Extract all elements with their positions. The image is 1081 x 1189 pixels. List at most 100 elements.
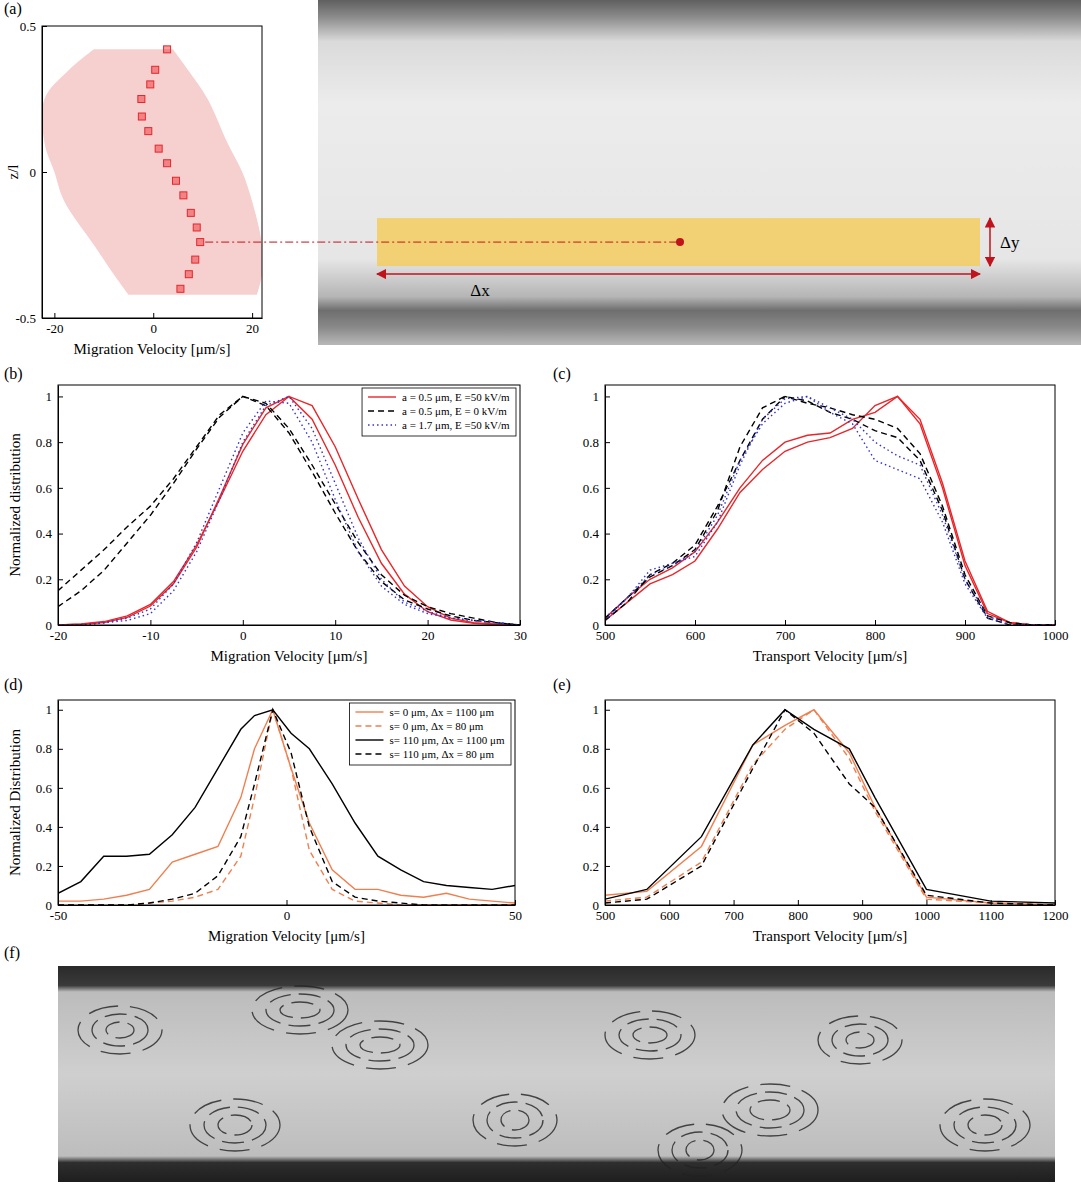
streamlines (78, 986, 1030, 1176)
x-axis-tick: -20 (46, 313, 63, 336)
y-axis: 00.20.40.60.81 (583, 701, 610, 913)
y-axis-tick-mark (605, 749, 610, 750)
legend-swatch (355, 725, 383, 726)
plot-frame (58, 385, 520, 625)
x-axis-tick-label: 0 (240, 628, 247, 643)
y-axis-tick: 0.6 (583, 781, 610, 796)
x-axis-tick: 10 (329, 620, 342, 643)
series-line (58, 710, 515, 903)
x-axis-tick-mark (991, 900, 992, 905)
y-axis-tick: 0.2 (583, 572, 610, 587)
x-axis-tick-label: 900 (956, 628, 976, 643)
x-axis-tick: 700 (776, 620, 796, 643)
x-axis-tick: 700 (724, 900, 744, 923)
marker (197, 239, 204, 246)
x-axis-tick: 0 (150, 313, 157, 336)
x-axis-tick-label: 800 (789, 908, 809, 923)
y-axis-tick-label: 0 (46, 618, 53, 633)
y-axis-tick-mark (605, 788, 610, 789)
series-line (605, 710, 1055, 905)
x-axis-tick-mark (669, 900, 670, 905)
x-axis-title: Migration Velocity [μm/s] (211, 648, 368, 664)
y-axis-tick: 0.8 (36, 741, 63, 756)
streamline (658, 1124, 742, 1176)
panel: -5005000.20.40.60.81Migration Velocity [… (7, 700, 522, 944)
y-axis-tick-label: 0 (593, 618, 600, 633)
streamline (686, 1140, 714, 1160)
x-axis-tick-label: 1200 (1043, 908, 1069, 923)
series-line (605, 396, 1055, 625)
y-axis-tick-label: 0.4 (583, 820, 600, 835)
panel-label: (f) (4, 944, 20, 962)
y-axis-tick-mark (605, 534, 610, 535)
series-line (605, 396, 1055, 625)
x-axis-tick-mark (785, 620, 786, 625)
x-axis-tick: 0 (240, 620, 247, 643)
y-axis: 00.20.40.60.81 (583, 386, 610, 633)
x-axis: -20-100102030 (50, 620, 527, 643)
y-axis-tick-label: 1 (593, 389, 600, 404)
plot-area (58, 710, 515, 905)
plot-area (58, 396, 520, 625)
y-axis-tick-mark (605, 579, 610, 580)
series-line (605, 710, 1055, 905)
photo-background (318, 0, 1081, 345)
legend-label: a = 0.5 μm, E = 0 kV/m (402, 405, 507, 417)
legend-swatch (368, 396, 396, 397)
x-axis-tick-mark (734, 900, 735, 905)
photo-background (58, 966, 1055, 1182)
y-axis-tick: 0.6 (583, 481, 610, 496)
streamline (633, 1027, 667, 1043)
y-axis-tick-mark (58, 579, 63, 580)
y-axis-tick: 0.4 (583, 820, 610, 835)
y-axis-tick-label: 0 (30, 165, 37, 180)
series-line (605, 396, 1055, 625)
x-axis-tick-label: 700 (776, 628, 796, 643)
y-axis-tick-mark (605, 442, 610, 443)
legend-label: s= 0 μm, Δx = 1100 μm (389, 706, 494, 718)
y-axis-tick: 0 (30, 165, 48, 180)
y-axis-tick: 0.2 (36, 572, 63, 587)
panel-label: (c) (553, 365, 571, 383)
streamline (332, 1021, 428, 1069)
y-axis-tick: 0.2 (583, 859, 610, 874)
marker (147, 81, 154, 88)
y-axis-tick: 0.8 (583, 435, 610, 450)
x-axis-tick: 900 (853, 900, 873, 923)
legend: a = 0.5 μm, E =50 kV/ma = 0.5 μm, E = 0 … (362, 388, 516, 436)
marker (138, 113, 145, 120)
legend-swatch (355, 753, 383, 754)
x-axis-tick: 600 (686, 620, 706, 643)
y-axis-tick-label: -0.5 (15, 311, 36, 326)
legend: s= 0 μm, Δx = 1100 μms= 0 μm, Δx = 80 μm… (349, 703, 511, 765)
y-axis-tick-mark (58, 442, 63, 443)
x-axis-tick-label: -20 (50, 628, 67, 643)
x-axis-tick: 1000 (914, 900, 940, 923)
x-axis-tick-mark (965, 620, 966, 625)
y-axis-tick: 1 (46, 389, 64, 404)
marker (152, 66, 159, 73)
plot-frame (605, 700, 1055, 905)
y-axis-tick-mark (605, 488, 610, 489)
connector (205, 242, 680, 243)
legend-label: s= 110 μm, Δx = 1100 μm (389, 734, 505, 746)
y-axis-tick: 0.4 (36, 526, 63, 541)
y-axis-tick-label: 0.6 (36, 781, 53, 796)
x-axis-tick: 600 (660, 900, 680, 923)
y-axis-tick: 0.6 (36, 781, 63, 796)
x-axis: -50050 (50, 900, 522, 923)
streamline (968, 1115, 1002, 1135)
x-axis-tick-label: -20 (46, 321, 63, 336)
streamline (487, 1102, 543, 1138)
y-axis-tick: 1 (46, 702, 64, 717)
y-axis-tick-label: 0 (46, 898, 53, 913)
x-axis-tick-mark (875, 620, 876, 625)
x-axis: -20020 (43, 313, 263, 336)
x-axis-tick-label: -10 (142, 628, 159, 643)
series-line (605, 396, 1055, 625)
marker (193, 224, 200, 231)
marker (164, 160, 171, 167)
streamline (846, 1032, 874, 1048)
dx-arrow (377, 273, 980, 275)
streamline (619, 1019, 681, 1051)
